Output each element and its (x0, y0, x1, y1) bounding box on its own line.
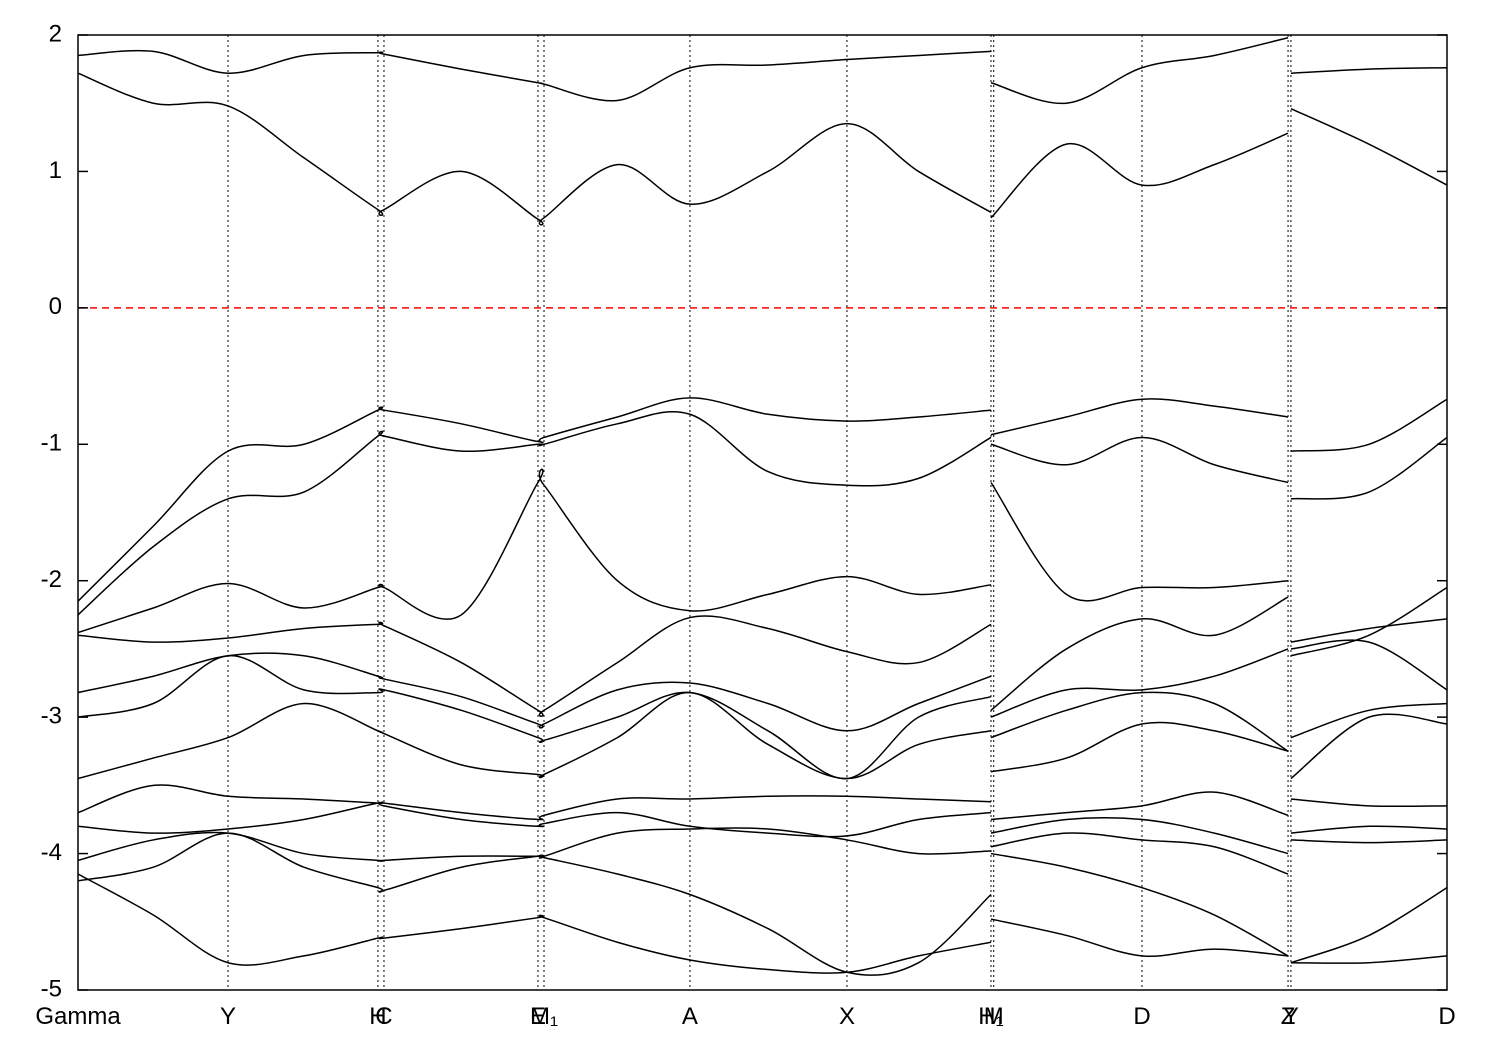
band-line (78, 639, 1447, 732)
x-tick-label: D (1133, 1003, 1150, 1030)
band-line (78, 873, 1447, 974)
band-line (78, 784, 1447, 821)
y-tick-label: 2 (49, 20, 62, 47)
x-tick-label: Gamma (35, 1003, 121, 1030)
y-tick-label: 0 (49, 293, 62, 320)
x-tick-label: H₁ (978, 1003, 1003, 1030)
x-tick-label: A (682, 1003, 698, 1030)
band-line (78, 410, 1447, 616)
bands-layer (78, 36, 1447, 976)
band-line (78, 827, 1447, 875)
band-line (78, 801, 1447, 855)
band-line (78, 832, 1447, 976)
band-line (78, 654, 1447, 780)
band-line (78, 36, 1447, 105)
band-line (78, 397, 1447, 602)
grid-layer (77, 35, 1448, 990)
x-tick-label: M (984, 1003, 1004, 1030)
y-tick-label: -4 (41, 839, 62, 866)
x-tick-label: Z (1281, 1003, 1296, 1030)
band-line (78, 72, 1447, 226)
x-tick-label: M₁ (530, 1003, 558, 1030)
x-tick-label: E (530, 1003, 546, 1030)
x-tick-label: C (375, 1003, 392, 1030)
x-tick-label: Y (1283, 1003, 1299, 1030)
x-tick-label: D (1438, 1003, 1455, 1030)
x-tick-label: X (839, 1003, 855, 1030)
y-tick-label: -1 (41, 430, 62, 457)
y-tick-label: 1 (49, 157, 62, 184)
x-tick-label: Y (220, 1003, 236, 1030)
x-tick-label: H (369, 1003, 386, 1030)
band-line (78, 691, 1447, 780)
plot-frame (77, 34, 1448, 991)
y-tick-label: -3 (41, 702, 62, 729)
y-tick-label: -2 (41, 566, 62, 593)
band-line (78, 596, 1447, 718)
band-line (78, 468, 1447, 657)
y-tick-label: -5 (41, 975, 62, 1002)
